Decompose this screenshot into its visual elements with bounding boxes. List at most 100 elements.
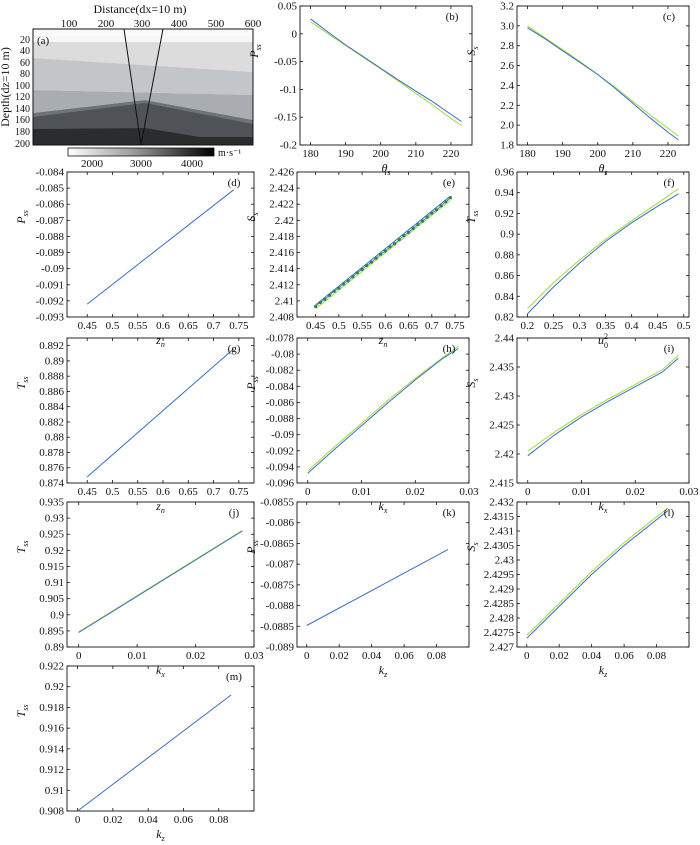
y-tick-label: 0.915 xyxy=(39,561,64,573)
depth-tick-label: 40 xyxy=(20,46,30,57)
series-line xyxy=(307,345,459,472)
x-tick-label: 0.02 xyxy=(406,486,425,498)
x-tick-label: 0.03 xyxy=(244,650,264,662)
y-tick-label: 2.44 xyxy=(495,333,515,345)
y-tick-label: 2.8 xyxy=(500,40,514,52)
depth-tick-label: 60 xyxy=(20,58,30,69)
y-axis-subscript: s xyxy=(471,542,480,545)
y-axis-symbol: T xyxy=(14,545,28,553)
distance-tick-label: 300 xyxy=(134,18,151,30)
y-tick-label: 2.4305 xyxy=(484,540,515,552)
depth-tick-label: 100 xyxy=(15,81,30,92)
y-tick-label: -0.088 xyxy=(36,231,65,243)
velocity-model-panel: Distance(dx=10 m) 100 200 300 400 500 60… xyxy=(0,2,262,170)
y-tick-label: 2.408 xyxy=(269,312,294,324)
plot-frame xyxy=(516,5,690,146)
y-axis-symbol: P xyxy=(247,50,261,59)
y-tick-label: 2.418 xyxy=(269,231,294,243)
x-axis-subscript: z xyxy=(161,834,166,843)
x-tick-label: 0.65 xyxy=(179,320,199,332)
x-tick-label: 0 xyxy=(525,486,531,498)
y-axis-subscript: s xyxy=(251,212,260,215)
plot-frame xyxy=(516,337,690,484)
data-point xyxy=(365,263,369,268)
plot-frame xyxy=(296,171,470,318)
depth-tick-label: 80 xyxy=(20,69,30,80)
x-tick-label: 0.45 xyxy=(78,486,98,498)
panel-h-chart: 0 0.01 0.02 0.03 -0.078 -0.08 -0.082 -0.084 -0.0… xyxy=(244,333,479,516)
x-tick-label: 0.6 xyxy=(378,320,392,332)
x-axis-subscript: x xyxy=(160,670,165,679)
x-tick-label: 0.25 xyxy=(544,320,564,332)
x-axis-label: kz xyxy=(156,827,165,843)
x-tick-label: 0 xyxy=(75,814,81,826)
y-tick-label: -0.087 xyxy=(266,559,295,571)
y-tick-label: 2.4295 xyxy=(484,569,515,581)
y-tick-label: -0.094 xyxy=(266,461,295,473)
y-tick-label: 3.0 xyxy=(500,20,514,32)
y-tick-label: -0.05 xyxy=(274,56,297,68)
x-axis-symbol: u xyxy=(598,333,604,347)
y-tick-label: 0.905 xyxy=(39,593,64,605)
x-tick-label: 0.06 xyxy=(394,650,414,662)
data-point xyxy=(351,275,355,279)
y-axis-subscript: ss xyxy=(21,705,30,711)
x-tick-label: 180 xyxy=(302,148,319,160)
x-axis-symbol: k xyxy=(599,663,605,677)
panel-j-chart: 0 0.01 0.02 0.03 0.935 0.93 0.925 0.92 0.915 0.91… xyxy=(14,497,264,680)
y-axis-label: Ss xyxy=(464,542,480,551)
x-axis-superscript: 2 xyxy=(604,332,608,341)
y-tick-label: 0.9 xyxy=(500,229,514,241)
data-point xyxy=(318,300,322,305)
x-tick-label: 0 xyxy=(305,486,311,498)
depth-axis-title: Depth(dz=10 m) xyxy=(0,47,12,127)
y-tick-label: 0.874 xyxy=(39,478,64,490)
y-axis-label: Pss xyxy=(14,210,30,225)
y-tick-label: 0.916 xyxy=(39,723,64,735)
data-point xyxy=(434,208,439,212)
y-tick-label: 2.2 xyxy=(500,100,514,112)
y-tick-label: 0.84 xyxy=(495,291,515,303)
series-line xyxy=(78,530,243,633)
data-point xyxy=(346,279,350,283)
data-point xyxy=(420,219,425,223)
y-tick-label: -0.0865 xyxy=(260,538,294,550)
x-tick-label: 0.02 xyxy=(550,650,569,662)
y-tick-label: -0.082 xyxy=(266,365,294,377)
y-tick-label: 0.91 xyxy=(45,577,64,589)
y-tick-label: 2.4285 xyxy=(484,598,515,610)
distance-axis-title: Distance(dx=10 m) xyxy=(93,2,186,16)
y-tick-label: 0.914 xyxy=(39,743,64,755)
x-axis-symbol: k xyxy=(379,663,385,677)
y-axis-label: Tss xyxy=(14,541,30,554)
series-line xyxy=(527,355,679,452)
y-axis-label: Tss xyxy=(464,211,480,224)
panel-g-chart: 0.45 0.5 0.55 0.6 0.65 0.7 0.75 0.892 0.89 0.888 0… xyxy=(14,337,255,515)
x-tick-label: 0.7 xyxy=(207,486,221,498)
plot-frame xyxy=(66,665,255,812)
x-axis-subscript: n xyxy=(161,506,165,515)
depth-tick-label: 20 xyxy=(20,35,30,46)
x-tick-label: 0 xyxy=(304,650,310,662)
distance-tick-label: 500 xyxy=(208,18,225,30)
x-tick-label: 0.01 xyxy=(128,650,147,662)
y-tick-label: 0.908 xyxy=(39,806,64,818)
x-axis-label: zn xyxy=(155,499,165,515)
series-line xyxy=(526,507,669,636)
x-axis-label: u2 0 xyxy=(598,332,608,350)
x-axis-label: kz xyxy=(599,663,608,679)
y-tick-label: -0.091 xyxy=(36,279,64,291)
colorbar-ticks: 2000 3000 4000 xyxy=(81,158,204,170)
plot-frame xyxy=(296,501,470,648)
x-tick-label: 0.03 xyxy=(459,486,479,498)
depth-tick-label: 180 xyxy=(15,127,30,138)
series-line xyxy=(527,193,679,315)
data-point xyxy=(425,215,429,219)
y-tick-label: 0.92 xyxy=(45,545,64,557)
data-point xyxy=(374,256,378,260)
series-line xyxy=(310,18,462,123)
x-axis-label: θs xyxy=(598,161,607,177)
x-tick-label: 0.55 xyxy=(352,320,372,332)
depth-tick-label: 120 xyxy=(15,92,30,103)
y-tick-label: 2.427 xyxy=(489,642,514,654)
